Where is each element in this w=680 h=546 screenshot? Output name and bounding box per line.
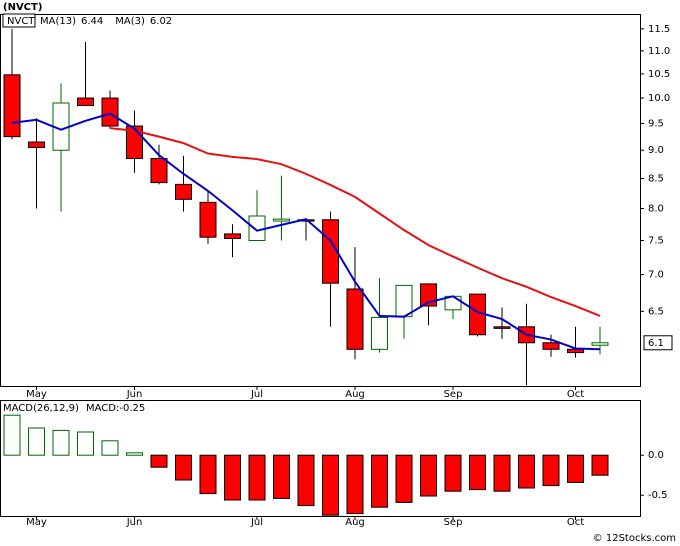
- x-tick-label: Oct: [567, 389, 584, 400]
- candle-body: [101, 97, 119, 127]
- y-tick-label: 9.0: [648, 145, 664, 156]
- symbol: NVCT: [7, 16, 35, 27]
- macd-bar: [493, 454, 511, 492]
- last-price-box: [643, 335, 673, 351]
- y-tick-label: 10.0: [648, 93, 670, 104]
- candle-body: [567, 348, 584, 354]
- macd-bar: [77, 431, 94, 456]
- x-tick-label: Sep: [444, 389, 463, 400]
- candle-body: [322, 219, 339, 284]
- candle-body: [395, 284, 413, 318]
- macd-bar: [150, 454, 168, 468]
- y-tick-label: 10.5: [648, 69, 670, 80]
- macd-bar: [199, 454, 217, 495]
- candle-body: [591, 342, 609, 346]
- macd-bar: [175, 454, 192, 481]
- y-tick-label: 9.5: [648, 118, 664, 129]
- ma-line: [11, 112, 601, 351]
- x-tick-label: May: [26, 517, 47, 528]
- macd-bar: [420, 454, 437, 497]
- y-tick-label: 7.5: [648, 235, 664, 246]
- legend-value: 6.02: [150, 16, 172, 27]
- y-tick-label: -0.5: [648, 490, 668, 501]
- macd-bar: [591, 454, 609, 476]
- y-tick-label: 7.0: [648, 270, 664, 281]
- macd-bar: [322, 454, 339, 516]
- macd-bar: [101, 440, 119, 456]
- y-tick-label: 11.0: [648, 46, 670, 57]
- y-tick-label: 8.0: [648, 204, 664, 215]
- x-tick-label: May: [26, 389, 47, 400]
- macd-bar: [444, 454, 462, 492]
- candle-body: [150, 158, 168, 184]
- candle-body: [77, 97, 94, 107]
- symbol-box: [2, 13, 36, 28]
- x-tick-label: Jul: [250, 517, 263, 528]
- legend-value: 6.44: [81, 16, 103, 27]
- macd-legend: MACD:-0.25: [86, 403, 145, 414]
- candle-body: [3, 74, 21, 138]
- x-tick-label: Jul: [250, 389, 263, 400]
- macd-bar: [395, 454, 413, 503]
- macd-bar: [469, 454, 486, 491]
- candle-body: [346, 288, 364, 350]
- macd-bar: [542, 454, 560, 487]
- chart-title: (NVCT): [3, 2, 42, 13]
- x-tick-label: Aug: [345, 517, 365, 528]
- macd-bar: [567, 454, 584, 483]
- x-tick-label: Jun: [126, 517, 143, 528]
- candle-body: [28, 141, 45, 148]
- macd-title: MACD(26,12,9): [3, 403, 79, 414]
- legend-name: MA(3): [115, 16, 145, 27]
- macd-bar: [224, 454, 241, 501]
- last-price-label: 6.1: [648, 338, 664, 349]
- x-tick-label: Jun: [126, 389, 143, 400]
- candle-body: [371, 316, 388, 350]
- footer: © 12Stocks.com: [593, 533, 676, 544]
- macd-bar: [346, 454, 364, 515]
- ma-line: [109, 127, 601, 317]
- macd-frame: [0, 400, 641, 517]
- macd-bar: [3, 414, 21, 456]
- macd-bar: [297, 454, 315, 507]
- macd-bar: [273, 454, 290, 499]
- x-tick-label: Sep: [444, 517, 463, 528]
- macd-bar: [371, 454, 388, 508]
- candle-body: [224, 233, 241, 239]
- y-tick-label: 0.0: [648, 450, 664, 461]
- macd-bar: [28, 427, 45, 456]
- y-tick-label: 6.5: [648, 306, 664, 317]
- x-tick-label: Aug: [345, 389, 365, 400]
- y-tick-label: 11.5: [648, 24, 670, 35]
- candle-body: [248, 215, 266, 241]
- candle-body: [542, 342, 560, 350]
- candle-body: [175, 183, 192, 200]
- candle-body: [493, 326, 511, 329]
- macd-bar: [248, 454, 266, 501]
- candle-body: [199, 201, 217, 238]
- macd-bar: [518, 454, 535, 489]
- candle-body: [273, 218, 290, 222]
- y-tick-label: 8.5: [648, 174, 664, 185]
- macd-bar: [52, 429, 70, 456]
- macd-bar: [126, 452, 143, 456]
- legend-name: MA(13): [40, 16, 76, 27]
- x-tick-label: Oct: [567, 517, 584, 528]
